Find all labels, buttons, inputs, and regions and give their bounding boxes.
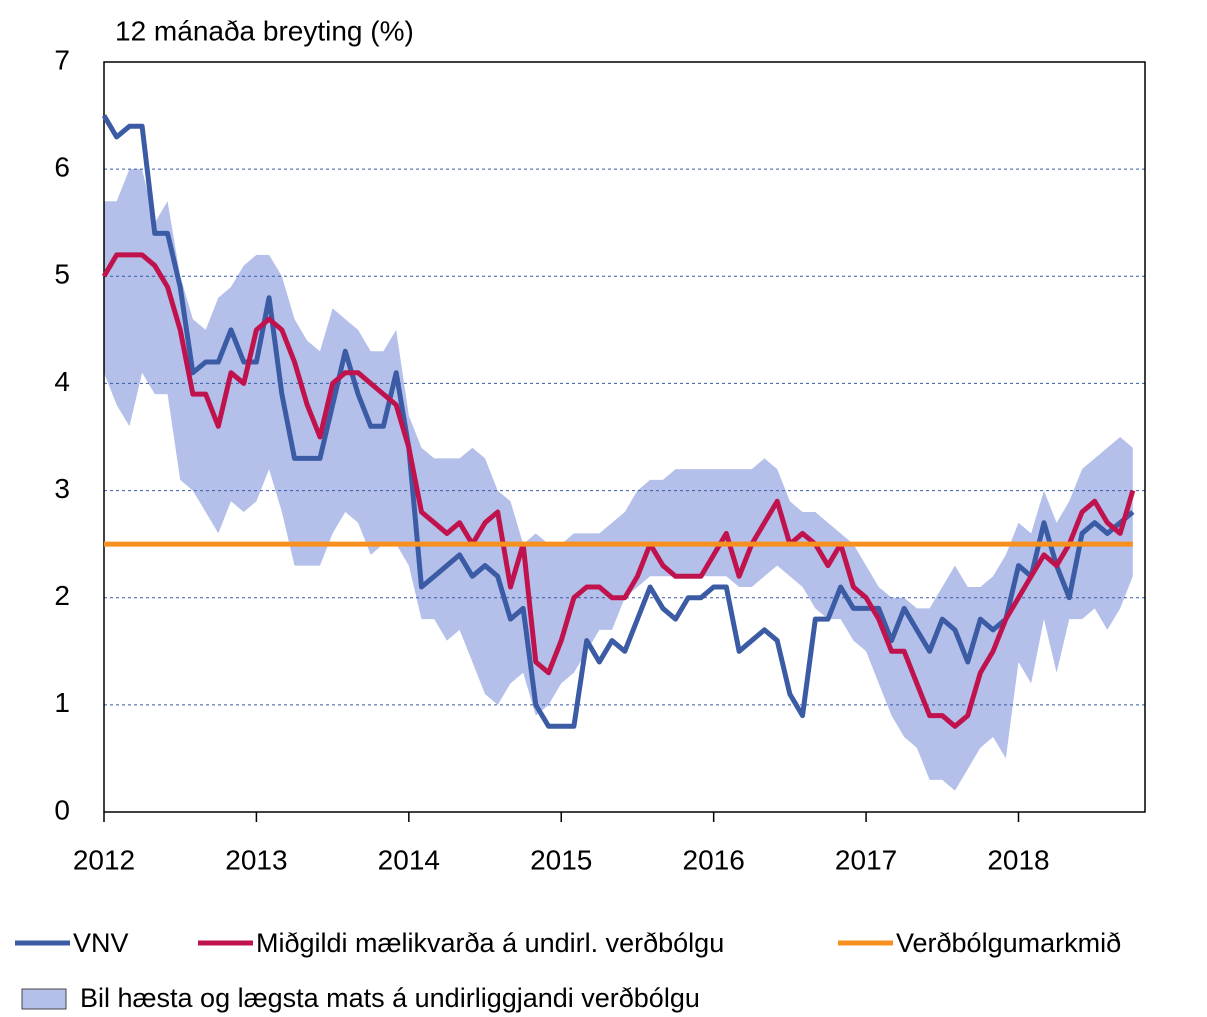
y-tick-label: 4 [54, 366, 70, 397]
x-tick-label: 2016 [683, 844, 745, 875]
legend-label: VNV [73, 928, 129, 958]
y-tick-label: 0 [54, 794, 70, 825]
y-tick-label: 3 [54, 473, 70, 504]
legend-label: Miðgildi mælikvarða á undirl. verðbólgu [256, 928, 724, 958]
y-tick-label: 6 [54, 152, 70, 183]
legend-label: Bil hæsta og lægsta mats á undirliggjand… [80, 983, 700, 1013]
series-line [101, 252, 1136, 729]
y-tick-label: 1 [54, 687, 70, 718]
x-tick-label: 2013 [225, 844, 287, 875]
legend-swatch [21, 988, 67, 1010]
x-tick-label: 2015 [530, 844, 592, 875]
series-line [101, 114, 1135, 729]
range-band [104, 169, 1133, 791]
y-tick-label: 2 [54, 580, 70, 611]
y-tick-label: 5 [54, 259, 70, 290]
y-tick-label: 7 [54, 44, 70, 75]
chart-title: 12 mánaða breyting (%) [115, 15, 414, 46]
x-tick-label: 2012 [73, 844, 135, 875]
x-tick-label: 2014 [378, 844, 440, 875]
plot-frame [103, 61, 1146, 813]
x-tick-label: 2017 [835, 844, 897, 875]
legend-label: Verðbólgumarkmið [896, 928, 1121, 958]
x-tick-label: 2018 [987, 844, 1049, 875]
